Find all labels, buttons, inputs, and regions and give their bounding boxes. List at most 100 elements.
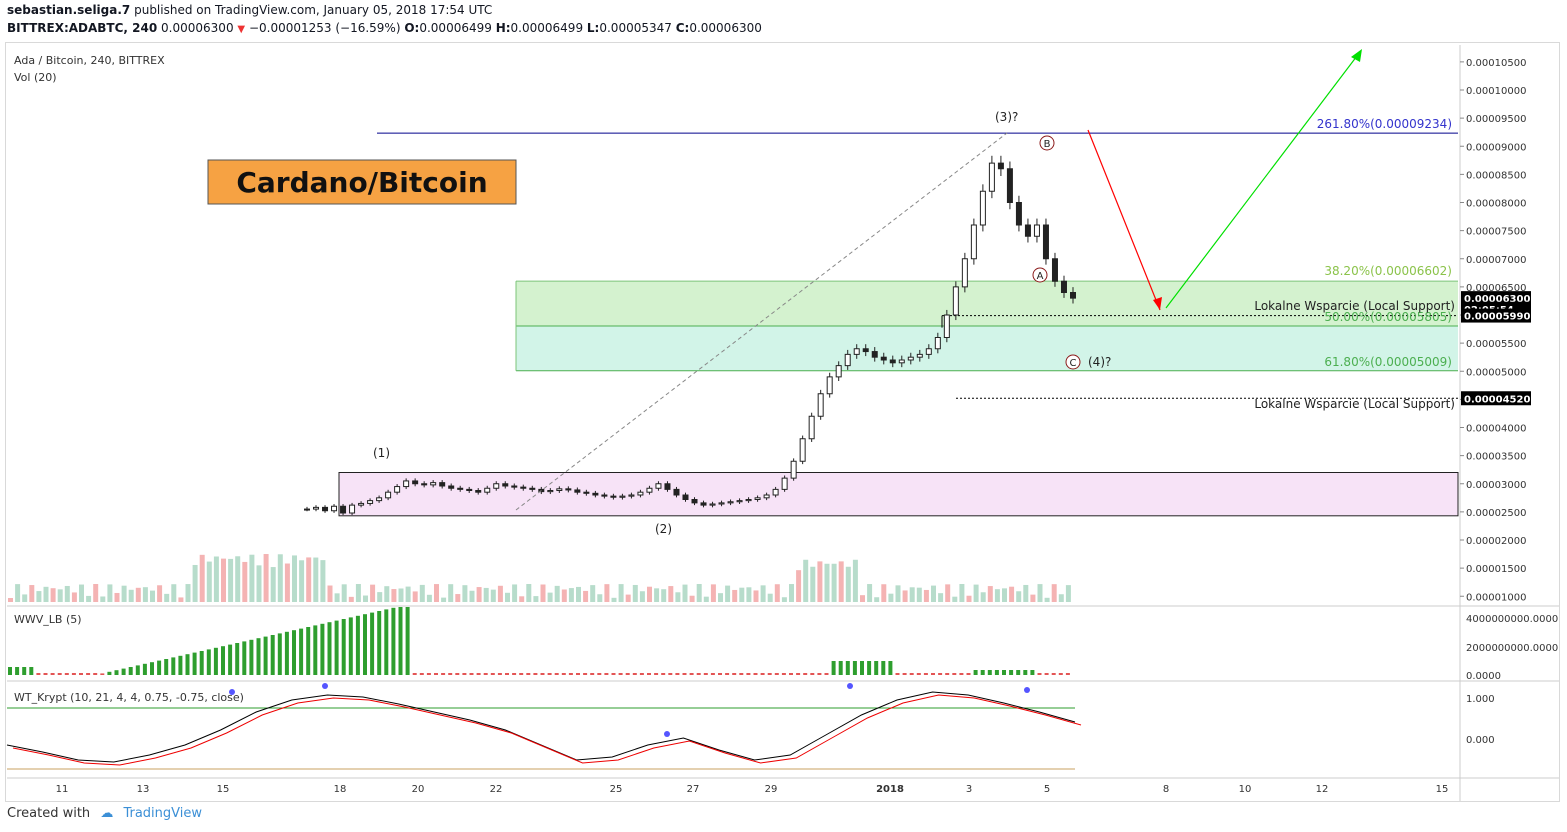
wwv-bar [604,673,609,675]
candle [367,498,374,506]
wwv-bar [43,673,48,675]
candle [358,501,365,508]
candle [961,252,968,293]
wwv-bar [242,641,247,675]
candle [466,486,473,493]
close-value: 0.00006300 [689,21,762,35]
wwv-bar [923,673,928,675]
wwv-bar [249,639,254,675]
y-tick-label: 0.00010000 [1466,86,1526,97]
candle-body [871,351,878,358]
wwv-tick: 2000000000.0000 [1466,643,1558,654]
author-name[interactable]: sebastian.seliga.7 [7,3,131,17]
tradingview-icon[interactable]: ☁ [100,806,114,821]
wt-line-red [12,694,1082,766]
symbol-name: BITTREX:ADABTC, 240 [7,21,158,35]
candle-body [628,494,635,497]
wwv-bar [377,611,382,675]
wwv-bar [576,673,580,675]
symbol-header: BITTREX:ADABTC, 240 0.00006300 ▼ −0.0000… [7,21,762,35]
volume-bar [462,585,468,602]
volume-bar [583,590,589,602]
volume-bar [675,592,681,602]
candle-body [475,490,482,493]
wwv-bar [363,614,367,675]
volume-bar [973,584,979,602]
candle [529,485,536,492]
candle [376,495,383,503]
candle-body [493,483,500,489]
candle [511,483,518,490]
candle-body [592,492,599,496]
candle-body [1070,292,1076,299]
tradingview-link[interactable]: TradingView [123,806,202,821]
wave-1-label: (1) [373,446,390,460]
wwv-bar [774,673,779,675]
up-arrow-head [1351,49,1362,62]
volume-bar [732,589,738,602]
wwv-bar [647,673,651,675]
volume-bar [22,594,28,602]
price-label: 0.00006300 [1464,294,1530,305]
y-tick-label: 0.00007000 [1466,255,1526,266]
candle [808,412,815,442]
wwv-bar [398,607,403,675]
candle-body [331,505,338,512]
wwv-bar [434,673,438,675]
volume-bar [8,598,13,602]
candle-body [403,480,410,488]
wwv-bar [221,646,225,675]
candle [727,499,734,506]
wwv-bar [994,670,999,675]
candle [952,281,959,321]
volume-bar [235,556,241,602]
wwv-bar [597,673,602,675]
volume-bar [604,584,610,602]
open-value: 0.00006499 [419,21,492,35]
volume-bar [931,585,936,602]
volume-bar [15,584,21,602]
wt-signal-dot [664,731,670,737]
publish-header: sebastian.seliga.7 published on TradingV… [7,3,492,17]
wwv-bar [959,673,964,675]
candle-body [304,508,310,511]
wwv-bar [718,673,722,675]
wwv-bar [355,615,360,675]
candle [736,498,743,505]
x-tick-label: 13 [137,784,150,795]
wwv-bar [64,673,69,675]
wt-label: WT_Krypt (10, 21, 4, 4, 0.75, -0.75, clo… [14,691,244,704]
candle-body [1015,202,1022,226]
volume-bar [292,555,297,602]
candle [448,483,455,491]
candle [817,389,824,420]
candle [457,485,464,492]
volume-bar [157,585,163,602]
candle-body [367,500,374,504]
candle [1051,252,1058,287]
volume-bar [448,584,454,602]
wwv-bar [213,647,218,675]
volume-bar [625,594,631,602]
wwv-bar [284,631,289,675]
candle [628,492,635,499]
wwv-bar [313,625,318,675]
volume-bar [554,585,560,602]
candle [493,481,500,491]
wwv-bar [114,670,119,675]
wwv-bar [817,673,822,675]
wwv-bar [980,670,985,675]
wwv-bar [966,673,971,675]
volume-bar [696,584,702,602]
volume-bar [483,587,489,602]
wwv-bar [469,673,474,675]
wwv-bar [497,673,502,675]
volume-bar [831,563,837,602]
wwv-tick: 4000000000.0000 [1466,614,1558,625]
candle-body [556,488,563,491]
wwv-bar [831,661,836,675]
candle [718,500,725,507]
volume-bar [412,591,418,602]
price-label-bg [1461,308,1531,323]
